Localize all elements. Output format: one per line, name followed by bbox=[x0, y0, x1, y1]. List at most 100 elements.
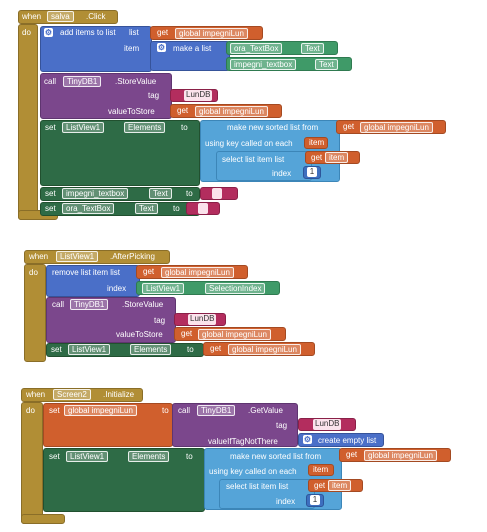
item-param: item bbox=[313, 465, 329, 474]
global-var-dropdown[interactable]: global impegniLun bbox=[364, 450, 437, 461]
gear-icon[interactable]: ⚙ bbox=[44, 28, 53, 37]
set-label: set bbox=[49, 406, 60, 415]
text-prop-dropdown[interactable]: Text bbox=[301, 43, 324, 54]
tinydb-dropdown[interactable]: TinyDB1 bbox=[70, 299, 109, 310]
tinydb-storevalue-block[interactable] bbox=[46, 297, 176, 343]
tinydb-dropdown[interactable]: TinyDB1 bbox=[197, 405, 236, 416]
getvalue-label: .GetValue bbox=[248, 406, 283, 415]
add-items-label: add items to list bbox=[60, 28, 116, 37]
set-impegni-text-block[interactable] bbox=[40, 187, 200, 201]
create-empty-list-block[interactable] bbox=[298, 433, 384, 447]
get-label: get bbox=[181, 329, 193, 338]
listview-dropdown[interactable]: ListView1 bbox=[66, 451, 109, 462]
item-dropdown[interactable]: item bbox=[328, 480, 352, 491]
set-listview-elements-block[interactable] bbox=[40, 120, 200, 186]
ora-textbox-dropdown[interactable]: ora_TextBox bbox=[62, 203, 115, 214]
call-label: call bbox=[52, 300, 65, 309]
using-key-label: using key called on each bbox=[209, 467, 297, 476]
elements-dropdown[interactable]: Elements bbox=[128, 451, 170, 462]
get-label: get bbox=[311, 153, 323, 162]
global-var-dropdown[interactable]: global impegniLun bbox=[175, 28, 248, 39]
get-label: get bbox=[143, 267, 155, 276]
event-name: .AfterPicking bbox=[110, 252, 155, 261]
listview-dropdown[interactable]: ListView1 bbox=[62, 122, 105, 133]
when-screen2-initialize-block[interactable] bbox=[21, 388, 143, 402]
impegni-textbox-dropdown[interactable]: impegni_textbox bbox=[230, 59, 297, 70]
component-dropdown[interactable]: Screen2 bbox=[53, 389, 91, 400]
global-var-dropdown[interactable]: global impegniLun bbox=[228, 344, 301, 355]
elements-dropdown[interactable]: Elements bbox=[130, 344, 172, 355]
set-label: set bbox=[51, 345, 62, 354]
empty-string[interactable] bbox=[198, 203, 208, 214]
tinydb-dropdown[interactable]: TinyDB1 bbox=[63, 76, 102, 87]
when-salva-click-block[interactable] bbox=[18, 10, 118, 24]
do-label: do bbox=[26, 406, 35, 415]
global-var-dropdown[interactable]: global impegniLun bbox=[360, 122, 433, 133]
remove-list-item-block[interactable] bbox=[46, 265, 140, 297]
get-global-block[interactable] bbox=[150, 26, 263, 40]
listview-dropdown[interactable]: ListView1 bbox=[142, 283, 185, 294]
impegni-textbox-dropdown[interactable]: impegni_textbox bbox=[62, 188, 129, 199]
remove-item-label: remove list item list bbox=[52, 268, 121, 277]
add-items-to-list-block[interactable] bbox=[40, 26, 152, 72]
event-do-spine bbox=[21, 402, 43, 524]
text-prop-dropdown[interactable]: Text bbox=[315, 59, 338, 70]
global-var-dropdown[interactable]: global impegniLun bbox=[198, 329, 271, 340]
impegni-textbox-text-block[interactable] bbox=[226, 57, 352, 71]
get-global-block[interactable] bbox=[136, 265, 248, 279]
elements-dropdown[interactable]: Elements bbox=[124, 122, 166, 133]
tag-string[interactable]: LunDB bbox=[188, 314, 217, 325]
get-global-block[interactable] bbox=[336, 120, 446, 134]
storevalue-label: .StoreValue bbox=[115, 77, 157, 86]
get-item-block[interactable] bbox=[305, 151, 360, 164]
item-param: item bbox=[309, 138, 325, 147]
storevalue-label: .StoreValue bbox=[122, 300, 164, 309]
component-dropdown[interactable]: ListView1 bbox=[56, 251, 99, 262]
gear-icon[interactable]: ⚙ bbox=[303, 435, 312, 444]
event-name: .Click bbox=[86, 12, 106, 21]
value-to-store-label: valueToStore bbox=[108, 107, 155, 116]
item-param-block[interactable] bbox=[308, 464, 334, 476]
select-list-item-block[interactable] bbox=[219, 479, 315, 509]
get-global-block[interactable] bbox=[174, 327, 286, 341]
get-global-block[interactable] bbox=[170, 104, 282, 118]
to-label: to bbox=[173, 204, 180, 213]
listview-selectionindex-block[interactable] bbox=[136, 281, 280, 295]
tinydb-storevalue-block[interactable] bbox=[40, 73, 172, 119]
when-label: when bbox=[26, 390, 46, 399]
tag-string[interactable]: LunDB bbox=[184, 90, 213, 101]
global-var-dropdown[interactable]: global impegniLun bbox=[64, 405, 137, 416]
set-listview-elements-block[interactable] bbox=[43, 448, 205, 512]
using-key-label: using key called on each bbox=[205, 139, 293, 148]
gear-icon[interactable]: ⚙ bbox=[157, 43, 166, 52]
call-label: call bbox=[44, 77, 57, 86]
component-dropdown[interactable]: salva bbox=[47, 11, 74, 22]
tinydb-getvalue-block[interactable] bbox=[172, 403, 298, 447]
get-global-block[interactable] bbox=[203, 342, 315, 356]
text-prop-dropdown[interactable]: Text bbox=[135, 203, 158, 214]
item-param-block[interactable] bbox=[304, 137, 328, 149]
index-label: index bbox=[276, 497, 296, 506]
select-item-label: select list item list bbox=[222, 155, 285, 164]
when-listview-afterpicking-block[interactable] bbox=[24, 250, 170, 264]
index-number[interactable]: 1 bbox=[307, 167, 317, 177]
empty-string[interactable] bbox=[212, 188, 222, 199]
global-var-dropdown[interactable]: global impegniLun bbox=[161, 267, 234, 278]
when-label: when bbox=[29, 252, 49, 261]
make-sorted-label: make new sorted list from bbox=[230, 452, 322, 461]
get-item-block[interactable] bbox=[308, 479, 363, 492]
when-label: when bbox=[22, 12, 42, 21]
item-dropdown[interactable]: item bbox=[325, 152, 349, 163]
global-var-dropdown[interactable]: global impegniLun bbox=[195, 106, 268, 117]
index-number[interactable]: 1 bbox=[310, 495, 320, 505]
select-item-label: select list item list bbox=[226, 482, 289, 491]
tag-string[interactable]: LunDB bbox=[313, 419, 342, 430]
text-prop-dropdown[interactable]: Text bbox=[149, 188, 172, 199]
ora-textbox-dropdown[interactable]: ora_TextBox bbox=[230, 43, 283, 54]
listview-dropdown[interactable]: ListView1 bbox=[68, 344, 111, 355]
get-global-block[interactable] bbox=[339, 448, 451, 462]
event-do-spine bbox=[18, 24, 38, 220]
select-list-item-block[interactable] bbox=[216, 151, 312, 181]
selection-index-dropdown[interactable]: SelectionIndex bbox=[205, 283, 266, 294]
event-do-spine bbox=[24, 264, 46, 362]
